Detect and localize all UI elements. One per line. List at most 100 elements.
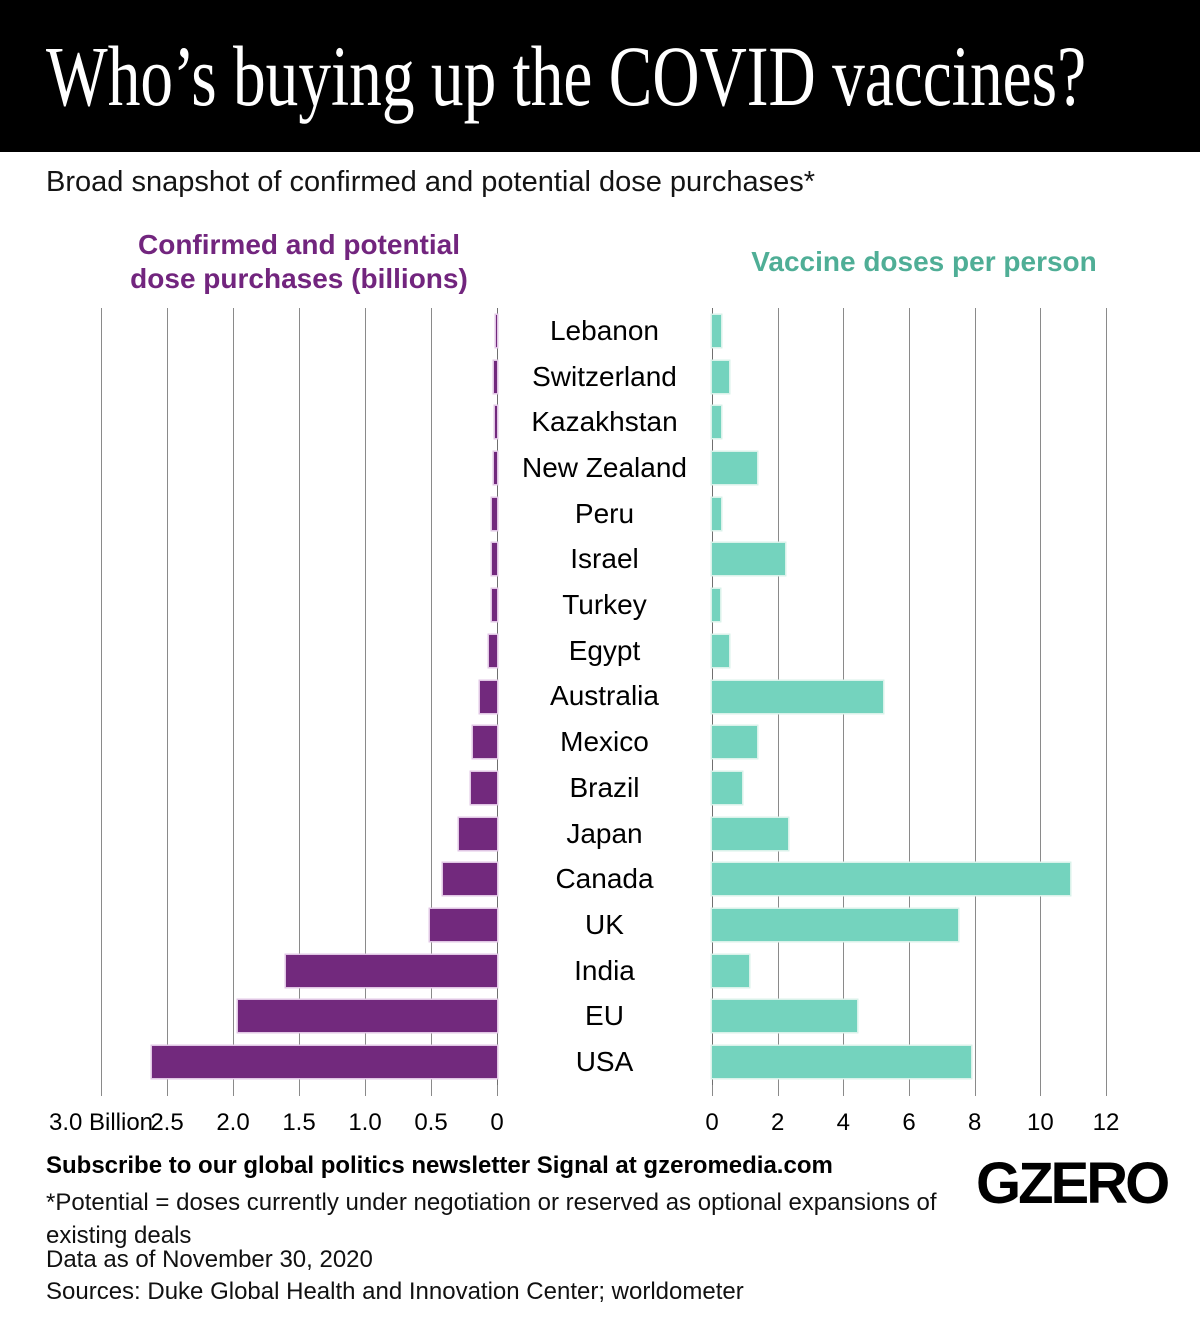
purchases-bar-uk	[429, 909, 497, 942]
doses-bar-new-zealand	[712, 451, 757, 484]
country-label-usa: USA	[575, 1046, 634, 1078]
doses-bar-peru	[712, 497, 722, 530]
chart-subtitle: Broad snapshot of confirmed and potentia…	[46, 166, 815, 198]
gridline-doses-8	[974, 308, 976, 1085]
doses-bar-india	[712, 954, 750, 987]
gridline-purchases-2-5	[167, 308, 168, 1085]
axis-label-doses-12: 12	[1092, 1109, 1120, 1136]
country-label-mexico: Mexico	[560, 726, 649, 758]
doses-bar-kazakhstan	[712, 406, 721, 439]
sources-text: Sources: Duke Global Health and Innovati…	[46, 1278, 744, 1305]
doses-chart-plot: 0 2 4 6 8 10 12	[705, 308, 1119, 1136]
tickmark-doses-0	[712, 1085, 713, 1096]
axis-label-doses-2: 2	[770, 1109, 785, 1136]
doses-bar-lebanon	[712, 314, 722, 347]
axis-label-doses-10: 10	[1026, 1109, 1054, 1136]
data-date-text: Data as of November 30, 2020	[46, 1246, 373, 1273]
country-label-israel: Israel	[570, 543, 639, 575]
subscribe-text: Subscribe to our global politics newslet…	[46, 1152, 833, 1179]
gridline-purchases-1-5	[299, 308, 300, 1085]
country-label-peru: Peru	[574, 497, 635, 529]
gridline-purchases-0-5	[431, 308, 432, 1085]
purchases-chart-title-line1: Confirmed and potential	[138, 229, 460, 260]
axis-label-doses-4: 4	[836, 1109, 851, 1136]
purchases-bar-new-zealand	[493, 451, 497, 484]
tickmark-purchases-0-5	[431, 1085, 432, 1096]
purchases-bar-peru	[492, 497, 497, 530]
axis-label-purchases-2-5: 2.5	[150, 1109, 184, 1136]
doses-chart-title: Vaccine doses per person	[751, 246, 1097, 277]
doses-bar-turkey	[712, 589, 720, 622]
purchases-bar-lebanon	[496, 314, 497, 347]
axis-label-purchases-0: 0	[490, 1109, 504, 1136]
country-label-japan: Japan	[566, 817, 643, 849]
purchases-bar-switzerland	[493, 360, 497, 393]
axis-label-purchases-1-0: 1.0	[348, 1109, 382, 1136]
purchases-bar-egypt	[489, 634, 497, 667]
tickmark-purchases-3-0-billion	[101, 1085, 102, 1096]
potential-footnote: *Potential = doses currently under negot…	[46, 1189, 937, 1249]
country-label-turkey: Turkey	[562, 589, 647, 621]
axis-label-purchases-2-0: 2.0	[216, 1109, 250, 1136]
tickmark-purchases-0	[497, 1085, 498, 1096]
doses-bar-switzerland	[712, 360, 730, 393]
country-label-australia: Australia	[550, 680, 659, 712]
doses-bar-canada	[712, 863, 1070, 896]
doses-bar-brazil	[712, 771, 743, 804]
axis-label-doses-0: 0	[705, 1109, 719, 1136]
country-label-canada: Canada	[555, 863, 654, 895]
country-label-india: India	[574, 954, 635, 986]
tickmark-doses-8	[974, 1085, 976, 1096]
purchases-bar-eu	[238, 1000, 497, 1033]
doses-bar-uk	[712, 909, 959, 942]
tickmark-purchases-1-5	[299, 1085, 300, 1096]
purchases-bar-mexico	[473, 726, 497, 759]
doses-bar-japan	[712, 817, 788, 850]
doses-bar-israel	[712, 543, 785, 576]
purchases-bar-canada	[442, 863, 497, 896]
purchases-bar-turkey	[491, 589, 497, 622]
purchases-chart-title-line2: dose purchases (billions)	[130, 263, 468, 294]
axis-label-purchases-1-5: 1.5	[282, 1109, 316, 1136]
purchases-bar-kazakhstan	[495, 406, 497, 439]
tickmark-purchases-2-5	[167, 1085, 168, 1096]
purchases-bar-india	[285, 954, 497, 987]
gridline-purchases-2-0	[233, 308, 234, 1085]
country-label-uk: UK	[585, 909, 624, 941]
country-label-kazakhstan: Kazakhstan	[531, 406, 678, 438]
gridline-doses-12	[1106, 308, 1107, 1085]
doses-bar-mexico	[712, 726, 757, 759]
purchases-bar-australia	[479, 680, 497, 713]
axis-label-doses-8: 8	[967, 1109, 982, 1136]
tickmark-doses-12	[1106, 1085, 1107, 1096]
header-band: Who’s buying up the COVID vaccines?	[0, 0, 1200, 152]
page-title: Who’s buying up the COVID vaccines?	[46, 28, 1087, 124]
axis-label-purchases-0-5: 0.5	[414, 1109, 448, 1136]
country-label-egypt: Egypt	[568, 634, 641, 666]
doses-bar-usa	[712, 1046, 972, 1079]
tickmark-doses-10	[1040, 1085, 1042, 1096]
gridline-doses-10	[1040, 308, 1042, 1085]
purchases-bar-israel	[491, 543, 497, 576]
country-label-eu: EU	[585, 1000, 624, 1032]
tickmark-doses-6	[909, 1085, 910, 1096]
tickmark-doses-2	[777, 1085, 779, 1096]
tickmark-purchases-1-0	[365, 1085, 366, 1096]
country-label-brazil: Brazil	[569, 771, 640, 803]
doses-bar-australia	[712, 680, 883, 713]
tickmark-doses-4	[843, 1085, 845, 1096]
axis-label-purchases-3-0-billion: 3.0 Billion	[48, 1109, 154, 1136]
purchases-bar-usa	[152, 1046, 497, 1079]
gridline-purchases-1-0	[365, 308, 366, 1085]
purchases-chart-plot: 3.0 Billion 2.5 2.0 1.5 1.0 0.5 0	[49, 308, 504, 1136]
purchases-bar-japan	[458, 817, 497, 850]
country-label-lebanon: Lebanon	[549, 314, 659, 346]
purchases-bar-brazil	[470, 771, 497, 804]
country-label-new-zealand: New Zealand	[522, 451, 687, 483]
gridline-purchases-0	[497, 308, 498, 1085]
purchases-chart-title: Confirmed and potential dose purchases (…	[101, 228, 497, 296]
gridline-purchases-3-0-billion	[101, 308, 102, 1085]
gridline-doses-6	[909, 308, 910, 1085]
doses-bar-egypt	[712, 634, 730, 667]
gzero-logo: GZERO	[976, 1151, 1170, 1216]
